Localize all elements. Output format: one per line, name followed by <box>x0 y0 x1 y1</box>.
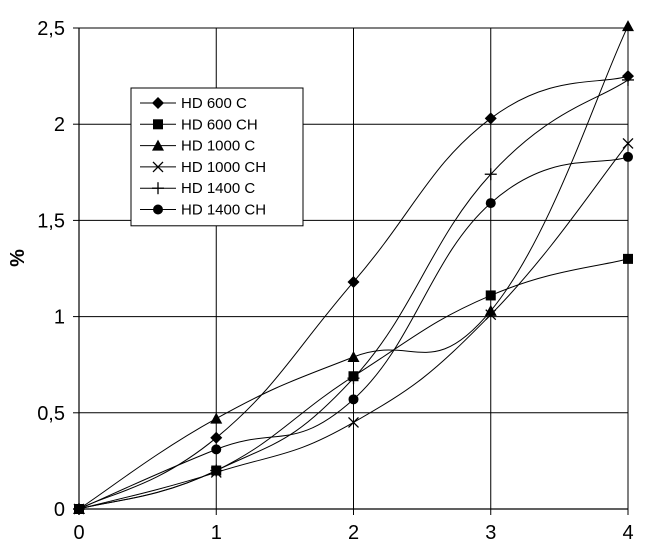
data-point-x <box>622 137 634 149</box>
data-point-plus <box>622 73 634 86</box>
legend-marker-plus <box>152 182 164 195</box>
data-point-circle <box>211 444 222 455</box>
data-point-x <box>485 309 497 321</box>
series-line <box>78 143 629 510</box>
x-tick-label: 4 <box>622 522 633 544</box>
data-point-circle <box>623 151 633 162</box>
data-point-triangle <box>347 351 360 363</box>
data-point-square <box>485 290 496 301</box>
legend: HD 600 C HD 600 CH HD 1000 C HD 1000 CH HD 1… <box>130 87 304 227</box>
legend-label: HD 1000 CH <box>181 159 266 176</box>
legend-marker-triangle <box>152 139 164 151</box>
marker-stroke <box>152 161 164 173</box>
data-point-circle <box>485 198 496 209</box>
marker-stroke <box>348 416 359 428</box>
legend-label: HD 1000 C <box>181 138 255 155</box>
marker-stroke <box>622 137 634 149</box>
legend-label: HD 600 C <box>181 95 247 112</box>
data-point-square <box>623 253 633 264</box>
x-tick-label: 0 <box>73 522 84 544</box>
data-point-triangle <box>622 20 634 32</box>
legend-marker-circle <box>153 204 163 215</box>
legend-item: HD 600 CH <box>140 116 258 133</box>
y-tick-label: 2,5 <box>37 18 65 40</box>
data-point-x <box>348 416 359 428</box>
x-tick-label: 2 <box>348 522 359 544</box>
data-point-triangle <box>484 304 497 316</box>
y-tick-label: 2 <box>54 114 65 136</box>
legend-label: HD 1400 CH <box>181 202 266 219</box>
marker-stroke <box>485 309 497 321</box>
series-line <box>78 79 629 510</box>
x-tick-label: 3 <box>485 522 496 544</box>
y-tick-label: 0 <box>54 499 65 521</box>
legend-label: HD 600 CH <box>181 116 258 133</box>
data-point-triangle <box>210 412 223 424</box>
legend-item: HD 1000 CH <box>140 159 266 176</box>
x-tick-label: 1 <box>211 522 222 544</box>
data-point-diamond <box>484 112 497 125</box>
data-point-plus <box>210 464 223 477</box>
y-tick-label: 1 <box>54 307 65 329</box>
series-lines <box>73 20 634 515</box>
data-point-diamond <box>210 431 223 444</box>
legend-label: HD 1400 C <box>181 180 255 197</box>
series-line <box>78 25 629 510</box>
y-axis-title: % <box>7 249 29 267</box>
data-point-plus <box>484 168 497 181</box>
legend-item: HD 1400 C <box>140 180 255 197</box>
data-point-diamond <box>347 275 360 288</box>
legend-marker-square <box>153 119 163 130</box>
data-point-circle <box>348 394 359 405</box>
y-tick-label: 1,5 <box>37 210 65 232</box>
legend-item: HD 1000 C <box>140 138 255 155</box>
legend-marker-diamond <box>152 97 164 109</box>
y-tick-label: 0,5 <box>37 403 65 425</box>
legend-item: HD 1400 CH <box>140 202 266 219</box>
legend-item: HD 600 C <box>140 95 247 112</box>
legend-marker-x <box>152 161 164 173</box>
data-point-plus <box>347 372 360 385</box>
legend-box <box>130 87 304 227</box>
axes: 0 1 2 3 4 0 0,5 1 1,5 2 2,5 <box>37 18 633 544</box>
